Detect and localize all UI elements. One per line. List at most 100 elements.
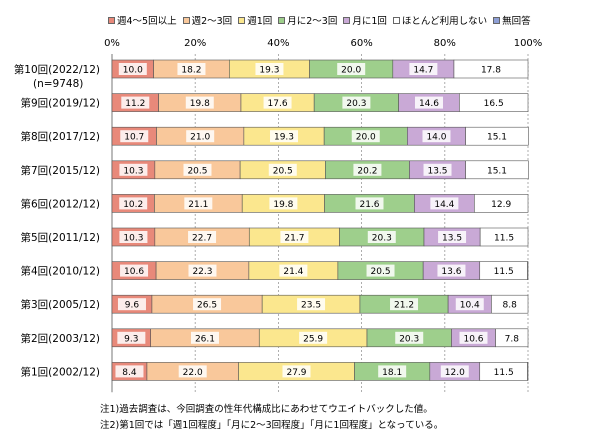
legend-label: 週1回 — [247, 16, 273, 27]
value-label: 10.6 — [463, 334, 483, 344]
value-label-bg — [297, 298, 326, 311]
value-label-bg — [119, 163, 148, 176]
value-label: 14.4 — [434, 200, 454, 210]
value-label: 13.5 — [427, 166, 447, 176]
value-label-bg — [190, 331, 219, 344]
value-label: 10.7 — [124, 133, 144, 143]
value-label-bg — [279, 264, 308, 277]
value-label: 21.4 — [283, 267, 303, 277]
value-label-bg — [177, 63, 206, 75]
value-label: 10.6 — [124, 267, 144, 277]
value-label-bg — [489, 365, 518, 378]
value-label-bg — [115, 365, 144, 378]
value-label-bg — [185, 96, 214, 109]
note-2: 注2)第1回では「週1回程度」「月に2～3回程度」「月に1回程度」となっている。 — [100, 420, 444, 431]
value-label-bg — [430, 197, 459, 210]
value-label: 20.0 — [341, 66, 361, 76]
legend-label: 週4～5回以上 — [117, 16, 177, 27]
legend-item: ほとんど利用しない — [392, 13, 488, 27]
legend-swatch — [182, 16, 190, 24]
value-label: 10.3 — [123, 166, 143, 176]
value-label-bg — [489, 264, 518, 277]
value-label-bg — [270, 130, 299, 143]
value-label: 13.5 — [442, 234, 462, 244]
value-label-bg — [395, 331, 424, 344]
value-label: 14.6 — [419, 99, 439, 109]
value-label-bg — [355, 197, 384, 210]
value-label-bg — [263, 96, 292, 109]
category-label: 第5回(2011/12) — [21, 231, 101, 244]
value-label-bg — [280, 231, 309, 243]
value-label: 9.3 — [124, 334, 138, 344]
value-label-bg — [476, 63, 505, 75]
value-label-bg — [118, 63, 147, 75]
category-label: 第4回(2010/12) — [21, 265, 101, 278]
value-label: 20.3 — [372, 234, 392, 244]
legend-label: 週2～3回 — [191, 16, 233, 27]
value-label-bg — [282, 365, 311, 378]
value-label: 8.4 — [122, 368, 137, 378]
value-label-bg — [119, 197, 148, 210]
value-label: 18.2 — [181, 66, 201, 76]
category-sublabel: (n=9748) — [33, 78, 83, 90]
value-label-bg — [440, 365, 469, 378]
value-label: 17.6 — [268, 99, 288, 109]
value-label: 14.7 — [413, 66, 433, 76]
value-label-bg — [351, 130, 380, 143]
legend-label: ほとんど利用しない — [401, 16, 488, 27]
legend-swatch — [343, 16, 351, 24]
value-label-bg — [193, 298, 222, 311]
value-label: 27.9 — [286, 368, 306, 378]
value-label: 18.1 — [382, 368, 402, 378]
value-label-bg — [120, 130, 149, 143]
value-label-bg — [459, 331, 488, 344]
category-label: 第8回(2017/12) — [21, 130, 101, 143]
value-label-bg — [183, 163, 212, 176]
value-label-bg — [342, 96, 371, 109]
value-label-bg — [367, 231, 396, 243]
value-label-bg — [117, 331, 146, 344]
value-label-bg — [188, 231, 217, 243]
value-label-bg — [497, 331, 526, 344]
value-label: 21.2 — [394, 301, 414, 311]
value-label-bg — [119, 231, 148, 243]
value-label: 20.3 — [346, 99, 366, 109]
value-label: 21.7 — [284, 234, 304, 244]
value-label: 12.9 — [491, 200, 511, 210]
value-label: 20.0 — [356, 133, 376, 143]
value-label: 11.5 — [494, 267, 514, 277]
value-label: 19.3 — [274, 133, 294, 143]
value-label-bg — [268, 163, 297, 176]
value-label: 19.8 — [190, 99, 210, 109]
legend-swatch — [238, 16, 246, 24]
value-label: 10.4 — [460, 301, 480, 311]
value-label: 25.9 — [303, 334, 323, 344]
value-label-bg — [483, 130, 512, 143]
value-label-bg — [117, 298, 146, 311]
value-label-bg — [184, 197, 213, 210]
x-tick-label: 100% — [514, 38, 543, 49]
value-label-bg — [422, 130, 451, 143]
category-label: 第1回(2002/12) — [21, 365, 101, 378]
value-label-bg — [423, 163, 452, 176]
chart-notes: 注1)過去調査は、今回調査の性年代構成比にあわせてウエイトバックした値。 注2)… — [100, 402, 443, 434]
legend-label: 月に2～3回 — [287, 16, 338, 27]
category-label: 第7回(2015/12) — [21, 164, 101, 177]
value-label: 11.2 — [125, 99, 145, 109]
value-label: 8.8 — [503, 301, 518, 311]
value-label: 23.5 — [301, 301, 321, 311]
value-label: 15.1 — [487, 133, 507, 143]
value-label: 13.6 — [441, 267, 461, 277]
x-tick-label: 20% — [184, 38, 206, 49]
value-label: 7.8 — [505, 334, 520, 344]
value-label-bg — [455, 298, 484, 311]
value-label-bg — [409, 63, 438, 75]
legend-label: 月に1回 — [352, 16, 387, 27]
value-label-bg — [178, 365, 207, 378]
value-label-bg — [414, 96, 443, 109]
note-1: 注1)過去調査は、今回調査の性年代構成比にあわせてウエイトバックした値。 — [100, 404, 433, 415]
value-label: 9.6 — [125, 301, 140, 311]
value-label-bg — [353, 163, 382, 176]
value-label-bg — [186, 130, 215, 143]
legend-item: 月に2～3回 — [278, 13, 337, 27]
